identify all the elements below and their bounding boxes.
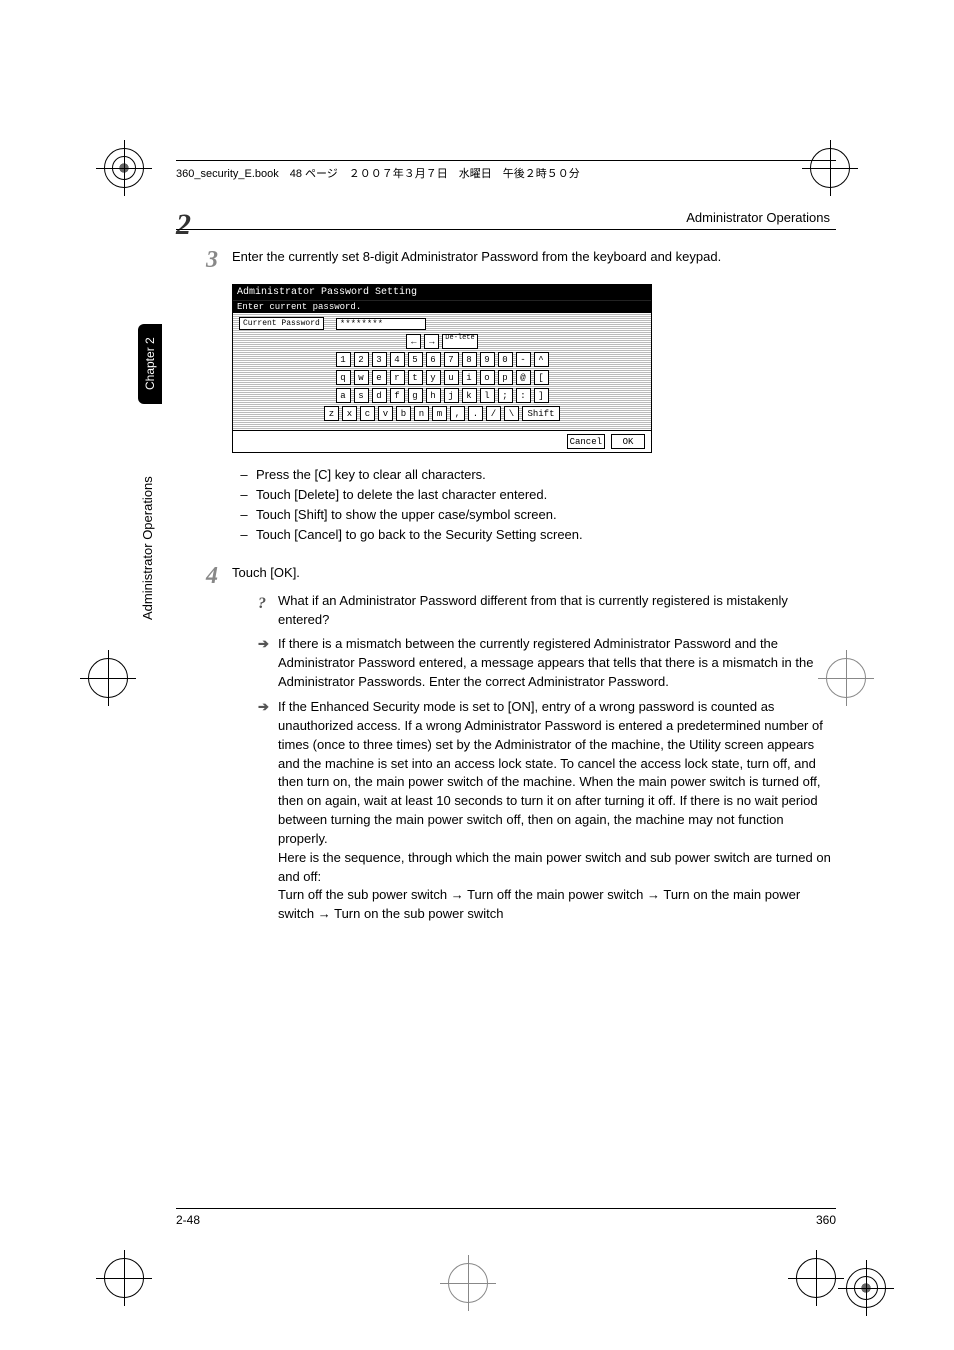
question-text: What if an Administrator Password differ… <box>278 592 836 630</box>
key: m <box>432 406 447 421</box>
dash-list: –Press the [C] key to clear all characte… <box>232 465 836 546</box>
key: 9 <box>480 352 495 367</box>
dash-text: Press the [C] key to clear all character… <box>256 465 486 485</box>
answer-item-1: ➔ If there is a mismatch between the cur… <box>258 635 836 692</box>
step-text: Enter the currently set 8-digit Administ… <box>232 248 836 272</box>
sidebar-section-label: Administrator Operations <box>140 430 155 620</box>
step-4: 4 Touch [OK]. ? What if an Administrator… <box>176 564 836 925</box>
key: u <box>444 370 459 385</box>
footer-page-num: 2-48 <box>176 1213 200 1227</box>
ok-key: OK <box>611 434 645 449</box>
key: w <box>354 370 369 385</box>
key: , <box>450 406 465 421</box>
page-content: Administrator Operations 3 Enter the cur… <box>176 210 836 924</box>
key: s <box>354 388 369 403</box>
key: 8 <box>462 352 477 367</box>
key: q <box>336 370 351 385</box>
key: - <box>516 352 531 367</box>
key: [ <box>534 370 549 385</box>
key: c <box>360 406 375 421</box>
answer-text: If the Enhanced Security mode is set to … <box>278 698 836 924</box>
field-label: Current Password <box>239 317 324 330</box>
key: v <box>378 406 393 421</box>
key: g <box>408 388 423 403</box>
step4-main: Touch [OK]. <box>232 565 300 580</box>
answer-item-2: ➔ If the Enhanced Security mode is set t… <box>258 698 836 924</box>
answer-para-b: Here is the sequence, through which the … <box>278 850 831 884</box>
key: 3 <box>372 352 387 367</box>
key-row-numbers: 1234567890-^ <box>239 352 645 367</box>
step-number: 4 <box>176 564 232 925</box>
screen-title: Administrator Password Setting <box>233 285 651 300</box>
key-row-q: qwertyuiop@[ <box>239 370 645 385</box>
dash: – <box>232 485 256 505</box>
key: ^ <box>534 352 549 367</box>
key: n <box>414 406 429 421</box>
dash-text: Touch [Delete] to delete the last charac… <box>256 485 547 505</box>
key: 4 <box>390 352 405 367</box>
step-number: 3 <box>176 248 232 272</box>
shift-key: Shift <box>522 406 560 421</box>
key: l <box>480 388 495 403</box>
key: / <box>486 406 501 421</box>
key: ; <box>498 388 513 403</box>
arrow-icon: ➔ <box>258 698 278 924</box>
key: h <box>426 388 441 403</box>
answer-para-c: Turn off the sub power switch → Turn off… <box>278 887 800 921</box>
key: ] <box>534 388 549 403</box>
key-row-a: asdfghjkl;:] <box>239 388 645 403</box>
key: t <box>408 370 423 385</box>
screen-subtitle: Enter current password. <box>233 300 651 313</box>
key: 2 <box>354 352 369 367</box>
key: . <box>468 406 483 421</box>
dash-text: Touch [Cancel] to go back to the Securit… <box>256 525 583 545</box>
key: : <box>516 388 531 403</box>
key: j <box>444 388 459 403</box>
arrow-icon: ➔ <box>258 635 278 692</box>
dash: – <box>232 465 256 485</box>
key: i <box>462 370 477 385</box>
arrow-left-key: ← <box>406 334 421 349</box>
footer-model: 360 <box>816 1213 836 1227</box>
question-item: ? What if an Administrator Password diff… <box>258 592 836 630</box>
key: y <box>426 370 441 385</box>
key: z <box>324 406 339 421</box>
key: 5 <box>408 352 423 367</box>
key: 1 <box>336 352 351 367</box>
key: 6 <box>426 352 441 367</box>
page-footer: 2-48 360 <box>176 1208 836 1227</box>
question-mark-icon: ? <box>258 592 278 630</box>
running-head: Administrator Operations <box>176 210 836 230</box>
meta-line: 360_security_E.book 48 ページ ２００７年３月７日 水曜日… <box>176 160 836 181</box>
key: r <box>390 370 405 385</box>
key: a <box>336 388 351 403</box>
key: 7 <box>444 352 459 367</box>
key: 0 <box>498 352 513 367</box>
delete-key: De-lete <box>442 334 477 349</box>
key: p <box>498 370 513 385</box>
arrow-right-key: → <box>424 334 439 349</box>
key: b <box>396 406 411 421</box>
dash: – <box>232 525 256 545</box>
key: x <box>342 406 357 421</box>
key-row-z: zxcvbnm,./\Shift <box>239 406 645 421</box>
key: d <box>372 388 387 403</box>
key: e <box>372 370 387 385</box>
chapter-tab: Chapter 2 <box>138 324 162 404</box>
key: o <box>480 370 495 385</box>
answer-para-a: If the Enhanced Security mode is set to … <box>278 699 823 846</box>
step-3: 3 Enter the currently set 8-digit Admini… <box>176 248 836 272</box>
dash-text: Touch [Shift] to show the upper case/sym… <box>256 505 557 525</box>
key: f <box>390 388 405 403</box>
key: \ <box>504 406 519 421</box>
dash: – <box>232 505 256 525</box>
step-text: Touch [OK]. ? What if an Administrator P… <box>232 564 836 925</box>
answer-text: If there is a mismatch between the curre… <box>278 635 836 692</box>
password-field: ******** <box>336 318 426 330</box>
key: @ <box>516 370 531 385</box>
password-screen-illustration: Administrator Password Setting Enter cur… <box>232 284 652 453</box>
key: k <box>462 388 477 403</box>
cancel-key: Cancel <box>567 434 605 449</box>
